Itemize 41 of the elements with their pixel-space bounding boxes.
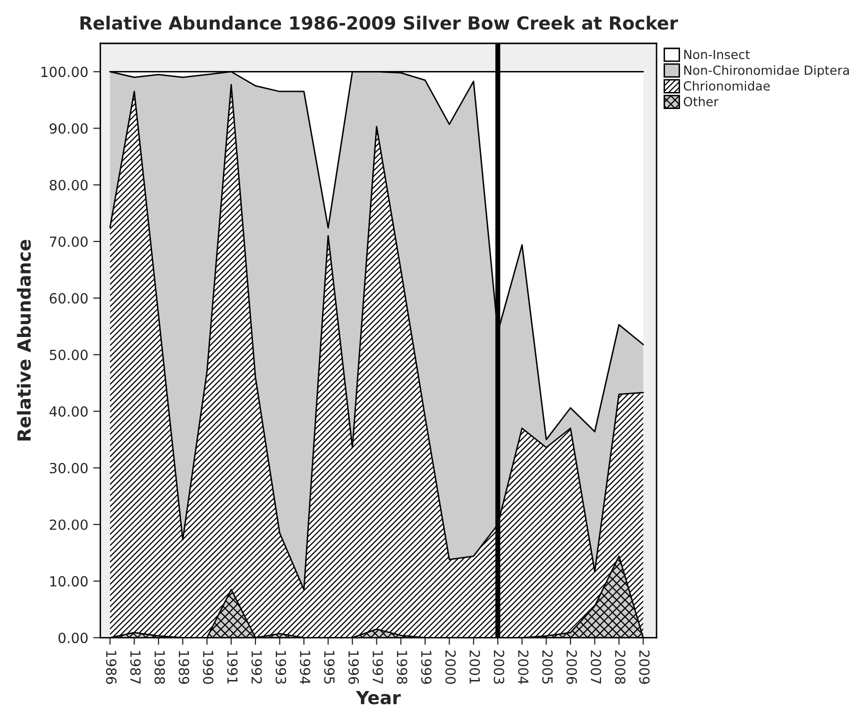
y-tick-label: 90.00: [50, 123, 88, 134]
y-tick-label: 10.00: [50, 576, 88, 587]
y-axis-title: Relative Abundance: [16, 240, 31, 440]
x-axis-title: Year: [356, 690, 401, 704]
x-tick-label: 1992: [251, 651, 262, 684]
y-tick-label: 0.00: [58, 632, 88, 644]
x-tick-label: 1995: [324, 651, 335, 684]
legend-label: Non-Insect: [684, 50, 750, 60]
x-tick-label: 1991: [227, 651, 238, 684]
x-tick-label: 1986: [106, 651, 117, 684]
y-tick-label: 100.00: [41, 66, 88, 78]
x-tick-label: 2005: [542, 650, 553, 684]
y-tick-label: 70.00: [50, 236, 88, 247]
chart-title: Relative Abundance 1986-2009 Silver Bow Creek at Rocker: [80, 16, 678, 30]
y-tick-label: 20.00: [50, 519, 88, 530]
x-tick-label: 1994: [300, 651, 310, 684]
x-tick-label: 2009: [639, 650, 650, 684]
y-tick-label: 60.00: [50, 293, 88, 304]
y-tick-label: 30.00: [50, 462, 88, 474]
y-tick-label: 50.00: [50, 350, 88, 360]
x-tick-label: 1999: [421, 651, 432, 684]
legend-label: Other: [684, 96, 719, 106]
x-tick-label: 1990: [202, 651, 214, 684]
y-tick-label: 80.00: [50, 180, 88, 190]
x-tick-label: 2006: [566, 650, 577, 684]
legend-label: Non-Chironomidae Diptera: [684, 65, 849, 78]
x-tick-label: 1998: [396, 651, 408, 684]
x-tick-label: 1989: [178, 651, 190, 684]
x-tick-label: 2003: [494, 650, 504, 684]
x-tick-label: 2000: [445, 650, 456, 684]
x-tick-label: 1996: [348, 651, 359, 684]
x-tick-label: 2007: [590, 650, 602, 684]
x-tick-label: 1993: [276, 651, 286, 684]
x-tick-label: 2004: [518, 650, 529, 684]
legend-label: Chrionomidae: [684, 80, 770, 91]
x-tick-label: 1987: [130, 651, 141, 684]
x-tick-label: 2008: [614, 650, 626, 684]
x-tick-label: 2001: [470, 650, 480, 684]
x-tick-label: 1997: [372, 651, 384, 684]
y-tick-label: 40.00: [49, 406, 88, 417]
x-tick-label: 1988: [154, 651, 165, 684]
